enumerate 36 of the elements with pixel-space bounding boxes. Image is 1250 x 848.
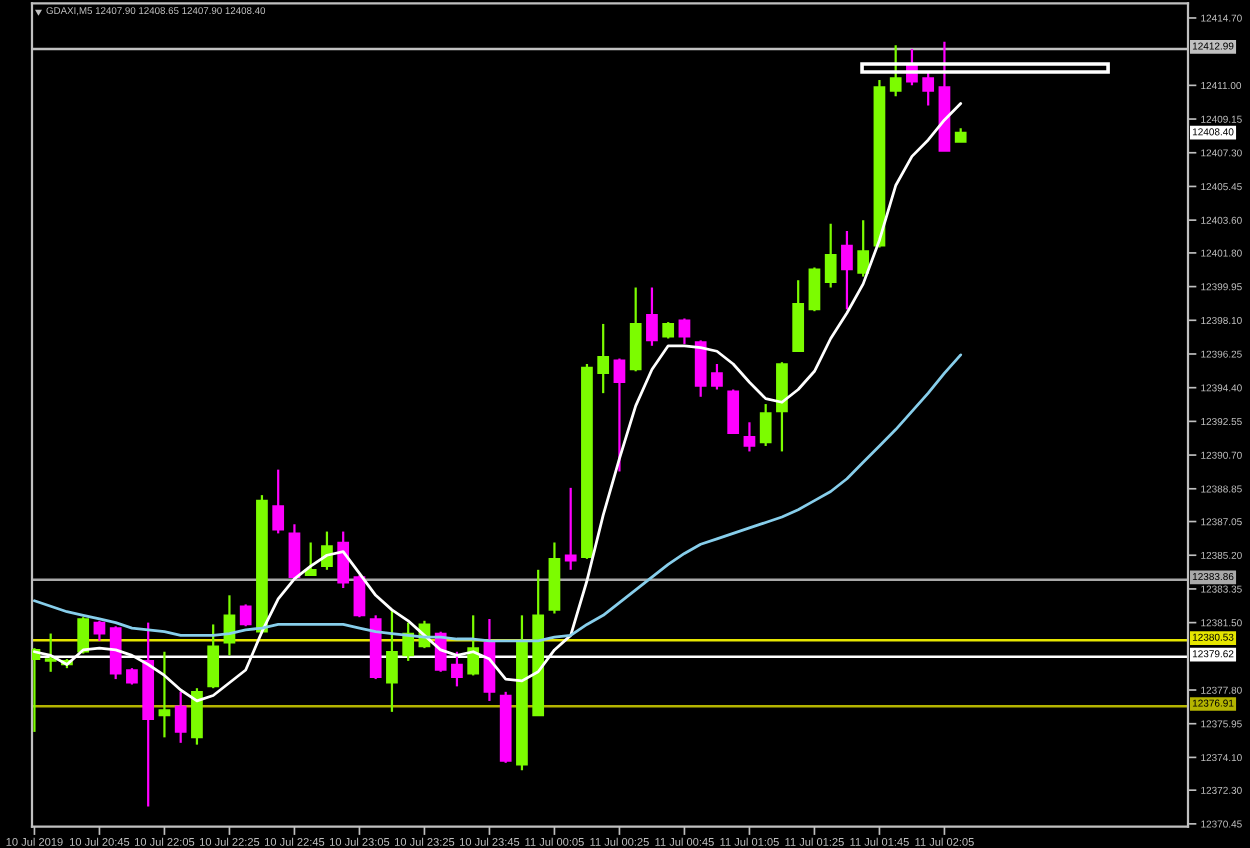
candlestick [808,266,821,313]
candlestick [857,219,870,278]
candlestick [694,339,707,398]
candlestick [889,44,902,98]
candlestick [44,632,57,673]
candlestick [743,421,756,453]
candlestick [759,402,772,448]
candlestick [824,222,837,289]
candlestick [353,574,366,619]
candlestick [304,541,317,577]
candlestick [239,603,252,628]
candlestick [776,361,788,453]
candlestick [467,614,480,677]
candlestick [386,608,398,713]
candlestick [158,650,171,739]
candlestick [711,362,723,391]
candlestick [727,388,740,435]
candlestick [678,317,691,346]
candlestick [191,687,203,746]
candlestick [109,625,122,681]
candlestick [613,357,626,473]
candlestick [77,616,90,655]
candlestick [792,279,805,353]
candlestick [337,530,350,590]
candlestick [841,229,853,311]
candlestick [564,486,577,571]
candlestick [272,468,285,535]
candlestick [93,619,106,642]
candlestick [629,286,642,373]
candlestick [174,690,187,744]
candlestick [207,623,220,690]
candlestick [288,523,301,581]
candlestick [922,71,935,107]
candlestick [646,286,658,347]
candlestick [597,322,610,395]
candlestick [451,650,463,688]
